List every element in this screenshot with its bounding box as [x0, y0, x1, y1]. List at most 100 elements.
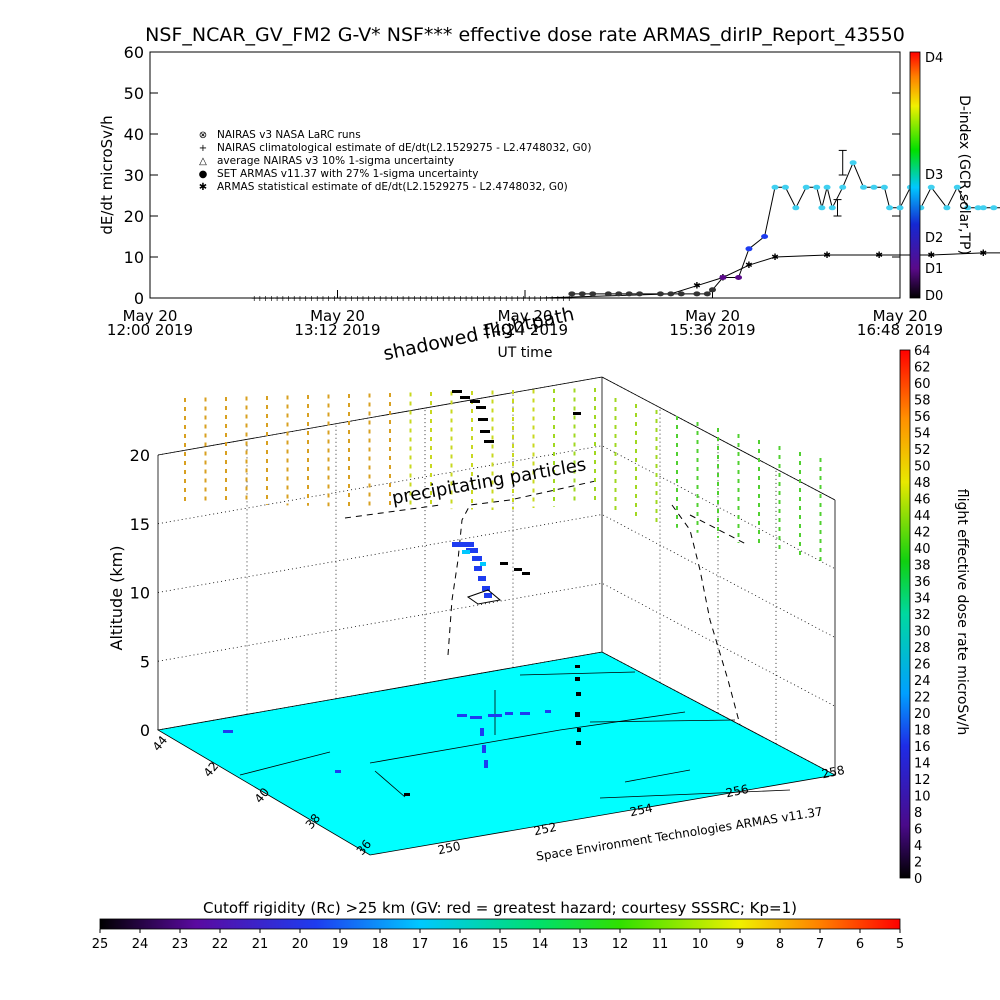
dindex-ticks: D4 D3 D2 D1 D0 — [925, 51, 943, 304]
cutoff-tick-label: 5 — [896, 937, 904, 952]
longitude-tick-label: 250 — [437, 839, 462, 857]
colorbar-tick-label: 26 — [914, 658, 931, 673]
armas-measurement-point — [703, 291, 711, 297]
armas-measurement-point — [880, 184, 888, 190]
cutoff-tick-label: 7 — [816, 937, 824, 952]
armas-measurement-point — [568, 291, 576, 297]
longitude-tick-label: 252 — [533, 820, 558, 838]
legend-symbol: ✱ — [199, 182, 207, 193]
dindex-tick-label: D3 — [925, 168, 943, 183]
armas-measurement-point — [761, 234, 769, 239]
colorbar-tick-label: 18 — [914, 724, 931, 739]
dindex-label: D-index (GCR,solar,TP) — [956, 95, 972, 255]
cutoff-tick-label: 19 — [332, 937, 349, 952]
altitude-gridline — [157, 445, 836, 570]
top-x-tick-date: May 20 — [498, 307, 553, 325]
colorbar-tick-label: 14 — [914, 757, 931, 772]
top-y-tick-label: 60 — [124, 43, 144, 62]
colorbar-tick-label: 2 — [914, 856, 922, 871]
latitude-tick-label: 44 — [150, 733, 171, 754]
flight-track-points — [223, 390, 581, 796]
armas-measurement-point — [719, 275, 727, 280]
top-x-axis-label: UT time — [498, 345, 553, 361]
dindex-tick-label: D1 — [925, 262, 943, 277]
cutoff-tick-label: 10 — [692, 937, 709, 952]
armas-measurement-point — [860, 184, 868, 190]
cutoff-rigidity-gradient — [99, 918, 901, 930]
precipitating-particles-label: precipitating particles — [390, 454, 587, 509]
longitude-tick-label: 258 — [821, 763, 846, 781]
dose-rate-colorbar — [899, 349, 911, 879]
colorbar-tick-label: 48 — [914, 476, 931, 491]
top-y-axis-label: dE/dt microSv/h — [98, 115, 116, 234]
cutoff-tick-label: 16 — [452, 937, 469, 952]
armas-measurement-point — [693, 291, 701, 297]
top-y-tick-label: 30 — [124, 166, 144, 185]
cutoff-tick-label: 23 — [172, 937, 189, 952]
armas-measurement-point — [964, 205, 972, 211]
nairas-baseline-mark: + — [262, 294, 269, 303]
armas-measurement-point — [667, 291, 675, 297]
dindex-colorbar — [909, 51, 921, 299]
altitude-tick-label: 5 — [140, 652, 150, 671]
armas-measurement-point — [709, 287, 716, 293]
top-x-tick-time: 14:24 2019 — [482, 321, 568, 339]
armas-measurement-point — [677, 291, 685, 297]
legend-entry: average NAIRAS v3 10% 1-sigma uncertaint… — [217, 155, 454, 167]
armas-measurement-point — [828, 205, 836, 211]
top-x-tick-time: 13:12 2019 — [294, 321, 380, 339]
armas-statistical-line — [280, 252, 1000, 299]
dose-rate-colorbar-label: flight effective dose rate microSv/h — [954, 489, 970, 735]
altitude-tick-label: 20 — [130, 446, 150, 465]
top-legend: ⊗ NAIRAS v3 NASA LaRC runs + NAIRAS climato… — [199, 129, 592, 193]
altitude-tick-label: 0 — [140, 721, 150, 740]
cutoff-tick-label: 17 — [412, 937, 429, 952]
colorbar-tick-label: 4 — [914, 839, 922, 854]
colorbar-tick-label: 32 — [914, 608, 931, 623]
altitude-tick-label: 10 — [130, 584, 150, 603]
colorbar-tick-label: 10 — [914, 790, 931, 805]
altitude-ticks: 0 5 10 15 20 — [130, 446, 150, 740]
legend-entry: ARMAS statistical estimate of dE/dt(L2.1… — [217, 181, 568, 193]
longitude-ticks: 250 252 254 256 258 — [437, 763, 846, 857]
armas-measurement-point — [636, 291, 644, 297]
colorbar-tick-label: 64 — [914, 344, 931, 359]
top-x-tick-date: May 20 — [123, 307, 178, 325]
cutoff-tick-label: 9 — [736, 937, 744, 952]
top-x-tick-time: 16:48 2019 — [857, 321, 943, 339]
dindex-tick-label: D0 — [925, 289, 943, 304]
armas-measurement-point — [886, 205, 894, 211]
longitude-tick-label: 256 — [725, 782, 750, 800]
armas-statistical-point: ✱ — [771, 253, 779, 263]
top-x-tick-time: 15:36 2019 — [669, 321, 755, 339]
cutoff-rigidity-bar: Cutoff rigidity (Rc) >25 km (GV: red = g… — [92, 899, 904, 952]
top-x-tick-time: 12:00 2019 — [107, 321, 193, 339]
nairas-baseline-mark: + — [543, 294, 550, 303]
figure-title: NSF_NCAR_GV_FM2 G-V* NSF*** effective do… — [145, 24, 905, 46]
cutoff-tick-label: 6 — [856, 937, 864, 952]
armas-measurement-point — [813, 184, 821, 190]
armas-statistical-point: ✱ — [927, 251, 935, 261]
armas-measurement-point — [578, 291, 586, 297]
dose-rate-columns — [184, 388, 822, 563]
altitude-axis-label: Altitude (km) — [107, 546, 126, 651]
cutoff-tick-label: 24 — [132, 937, 149, 952]
cutoff-rigidity-ticks: 25 24 23 22 21 20 19 18 17 16 15 14 13 12 11 10 9 8 7 6 5 — [92, 929, 904, 952]
armas-statistical-point: ✱ — [823, 251, 831, 261]
armas-measurement-point — [974, 205, 982, 211]
armas-measurement-point — [615, 291, 623, 297]
top-y-tick-label: 10 — [124, 248, 144, 267]
legend-symbol: ⊗ — [199, 130, 207, 141]
colorbar-tick-label: 60 — [914, 377, 931, 392]
colorbar-tick-label: 16 — [914, 740, 931, 755]
armas-measurement-point — [849, 160, 857, 166]
armas-measurement-point — [927, 184, 935, 190]
cutoff-tick-label: 25 — [92, 937, 109, 952]
altitude-tick-label: 15 — [130, 515, 150, 534]
colorbar-tick-label: 34 — [914, 592, 931, 607]
armas-measurement-point — [990, 205, 998, 211]
legend-entry: NAIRAS climatological estimate of dE/dt(… — [217, 142, 591, 154]
armas-measurement-point — [792, 205, 800, 211]
